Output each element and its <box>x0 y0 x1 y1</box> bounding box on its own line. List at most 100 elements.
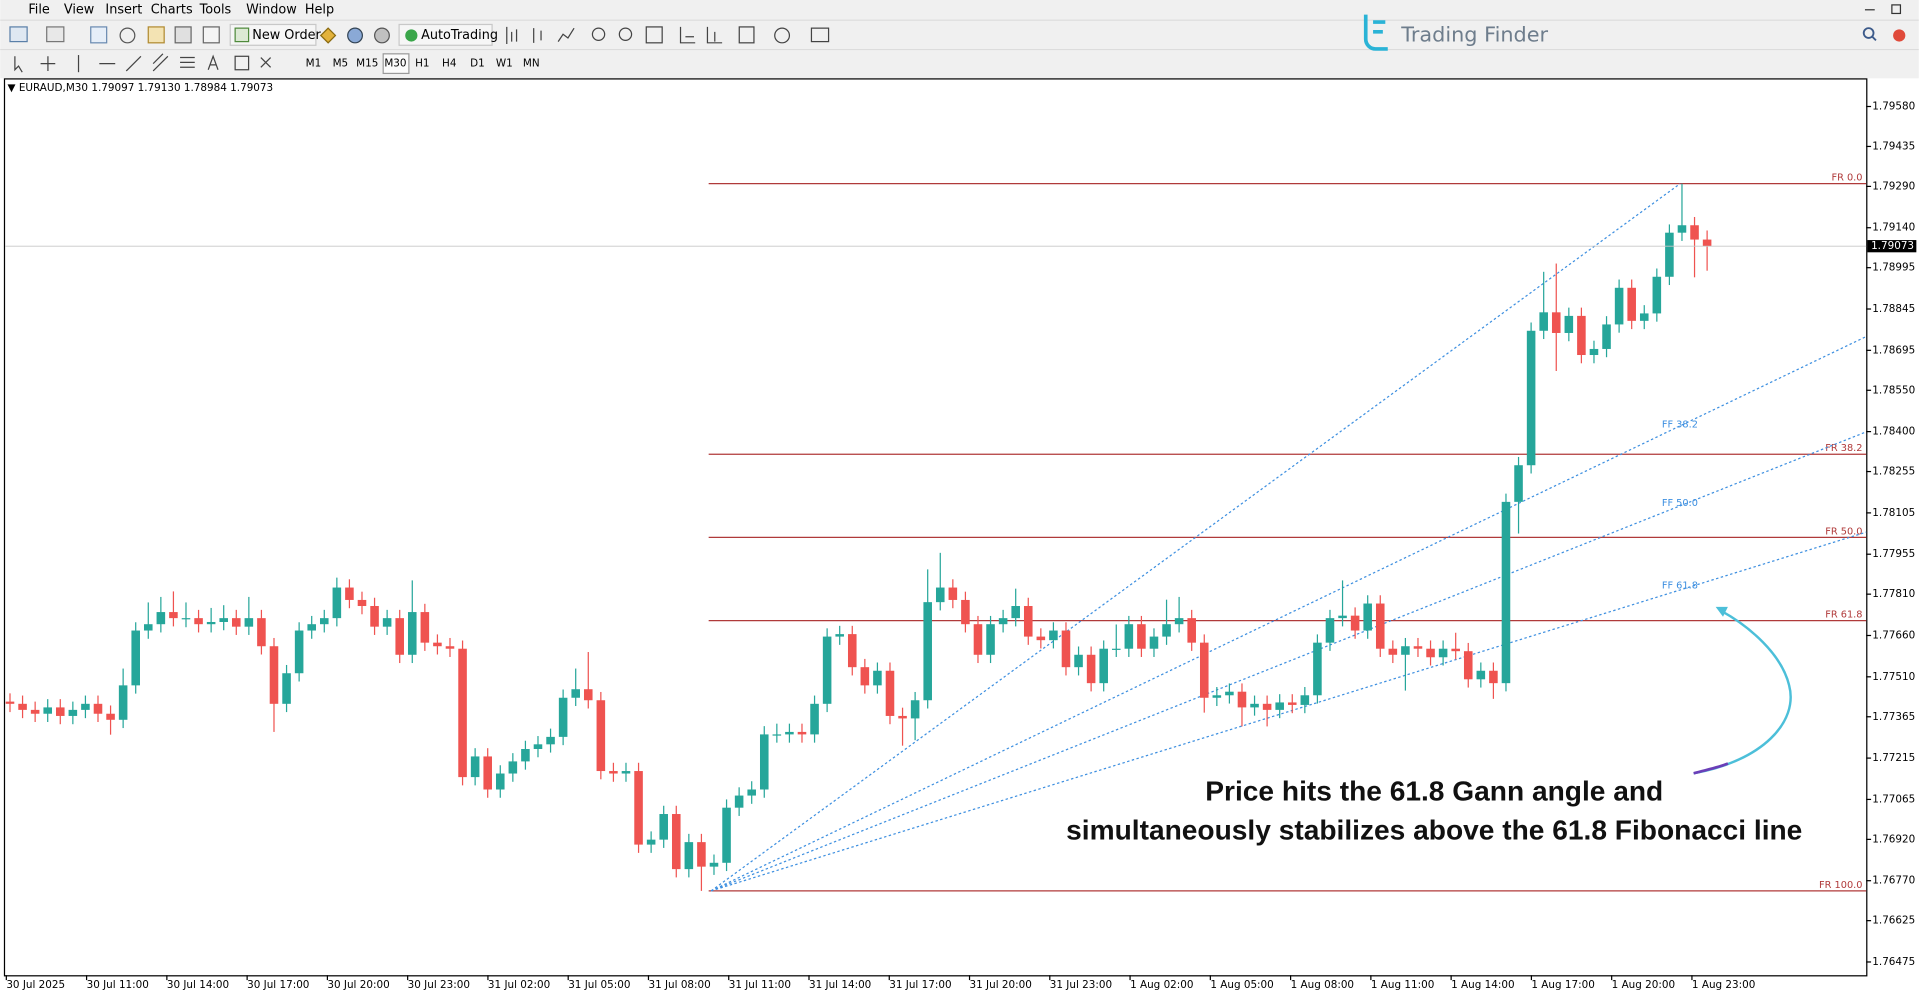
timeframe-button[interactable]: M1 <box>306 58 322 70</box>
candle-body <box>5 701 15 704</box>
candles-button[interactable] <box>533 28 542 43</box>
timeframe-button[interactable]: MN <box>523 58 540 70</box>
y-tick-label: 1.79580 <box>1872 101 1915 113</box>
x-tick-label: 1 Aug 08:00 <box>1291 979 1354 991</box>
timeframe-button[interactable]: M30 <box>384 58 406 70</box>
candle-body <box>1489 670 1498 684</box>
timeframe-button[interactable]: D1 <box>470 58 485 70</box>
candle-body <box>583 689 593 701</box>
menu-item[interactable]: Charts <box>151 2 193 17</box>
candle-body <box>1665 232 1674 277</box>
terminal-button[interactable] <box>174 26 192 44</box>
y-tick-label: 1.78105 <box>1872 507 1915 519</box>
candle-body <box>948 587 958 600</box>
text-button[interactable] <box>207 54 219 70</box>
candle-body <box>898 715 907 719</box>
menu-item[interactable]: Insert <box>105 2 142 17</box>
candle-body <box>571 689 580 698</box>
tester-button[interactable] <box>202 26 220 44</box>
navigator-button[interactable] <box>147 26 165 44</box>
fibo-label: FR 100.0 <box>1819 880 1862 891</box>
timeframe-button[interactable]: H1 <box>415 58 429 70</box>
profiles-button[interactable] <box>46 26 65 43</box>
templates-button[interactable] <box>810 27 830 43</box>
label-button[interactable] <box>234 55 250 71</box>
search-button[interactable] <box>1862 27 1875 39</box>
candle-body <box>659 814 668 840</box>
timeframe-button[interactable]: H4 <box>442 58 457 70</box>
candle-body <box>1702 239 1712 247</box>
candle-body <box>357 599 367 607</box>
fibo-button[interactable] <box>180 56 195 68</box>
gann-fan-line <box>710 531 1867 892</box>
arrows-button[interactable] <box>260 57 272 68</box>
candle-body <box>156 612 166 625</box>
x-tick-label: 31 Jul 23:00 <box>1050 979 1112 991</box>
new-chart-button[interactable] <box>9 26 28 43</box>
signals-button[interactable] <box>347 27 364 44</box>
trendline-button[interactable] <box>125 55 142 72</box>
menu-item[interactable]: File <box>28 2 50 17</box>
line-chart-button[interactable] <box>557 27 575 42</box>
timeframe-button[interactable]: W1 <box>496 58 513 70</box>
x-tick-label: 1 Aug 14:00 <box>1451 979 1514 991</box>
timeframe-button[interactable]: M15 <box>356 58 378 70</box>
symbol: EURAUD,M30 <box>19 82 88 94</box>
metaeditor-button[interactable] <box>319 27 337 44</box>
candle-body <box>181 618 191 620</box>
y-tick-label: 1.79290 <box>1872 180 1915 192</box>
candle-body <box>445 646 455 649</box>
zoom-in-button[interactable] <box>591 27 606 41</box>
shift-button[interactable] <box>706 26 723 44</box>
y-tick-label: 1.77660 <box>1872 629 1915 641</box>
menu-item[interactable]: Window <box>246 2 297 17</box>
indicators-button[interactable] <box>738 26 755 44</box>
new-order-button[interactable] <box>229 23 317 46</box>
candle-body <box>747 789 756 796</box>
bar-chart-button[interactable] <box>506 26 518 45</box>
y-tick-label: 1.77810 <box>1872 588 1915 600</box>
menu-item[interactable]: Help <box>305 2 334 17</box>
restore[interactable] <box>1891 4 1902 15</box>
candle-body <box>43 707 52 714</box>
icon <box>1871 36 1877 42</box>
crosshair-button[interactable] <box>40 56 56 71</box>
zoom-out-button[interactable] <box>618 27 633 41</box>
candle-body <box>1225 691 1234 696</box>
y-tick-label: 1.78255 <box>1872 466 1915 478</box>
channel-button[interactable] <box>152 53 169 72</box>
menu-item[interactable]: Tools <box>199 2 232 17</box>
candle-body <box>68 709 78 716</box>
periods-button[interactable] <box>774 27 791 44</box>
notifications-button[interactable] <box>1893 29 1906 42</box>
x-tick-label: 31 Jul 11:00 <box>729 979 791 991</box>
logo-icon <box>1363 14 1388 51</box>
candle-body <box>18 703 27 710</box>
low: 1.78984 <box>184 82 227 94</box>
candle-body <box>407 612 417 655</box>
candle-body <box>521 749 530 762</box>
gann-fan-label: FF 61.8 <box>1662 581 1698 592</box>
data-window-button[interactable] <box>119 27 136 44</box>
candle-body <box>1199 642 1209 698</box>
icon <box>405 29 418 42</box>
candle-body <box>596 700 606 772</box>
candle-body <box>646 839 656 845</box>
icon <box>234 27 250 43</box>
tile-button[interactable] <box>645 26 663 44</box>
gann-fan-label: FF 38.2 <box>1662 420 1698 431</box>
candle-body <box>30 709 40 714</box>
timeframe-button[interactable]: M5 <box>333 58 349 70</box>
candle-body <box>973 624 983 655</box>
candle-body <box>1564 315 1574 333</box>
candle-body <box>483 756 492 790</box>
y-tick-label: 1.79435 <box>1872 140 1915 152</box>
cursor-button[interactable] <box>14 56 23 73</box>
x-tick-label: 1 Aug 02:00 <box>1130 979 1193 991</box>
candle-body <box>935 587 945 603</box>
autotrading-button[interactable] <box>398 23 493 46</box>
menu-item[interactable]: View <box>64 2 94 17</box>
market-watch-button[interactable] <box>90 26 108 44</box>
autoscroll-button[interactable] <box>679 26 696 44</box>
market-button[interactable] <box>374 27 390 44</box>
